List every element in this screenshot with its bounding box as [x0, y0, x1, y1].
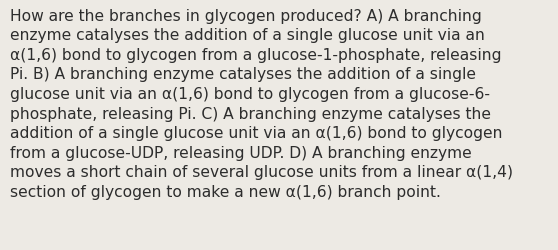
Text: How are the branches in glycogen produced? A) A branching
enzyme catalyses the a: How are the branches in glycogen produce… — [10, 9, 513, 199]
